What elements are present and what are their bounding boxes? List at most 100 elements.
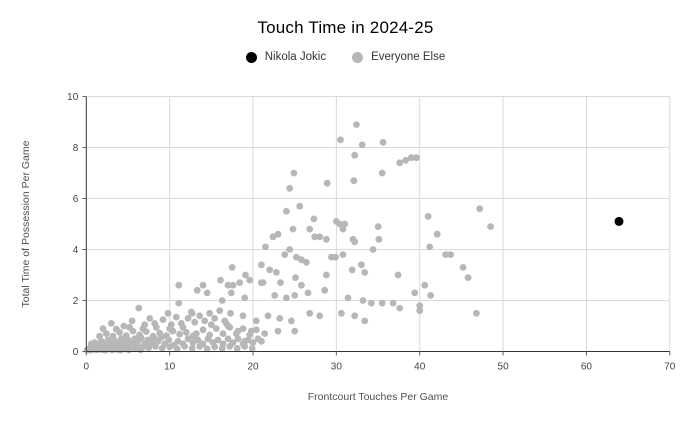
data-point — [120, 322, 128, 330]
data-point — [339, 251, 347, 258]
data-point — [402, 156, 409, 164]
data-point — [288, 317, 295, 325]
data-point — [368, 299, 375, 307]
data-point — [252, 317, 260, 325]
data-point — [316, 312, 324, 320]
data-point — [283, 207, 290, 215]
data-point — [396, 159, 404, 167]
x-tick-label: 40 — [414, 362, 426, 373]
data-point — [122, 332, 130, 340]
data-point — [426, 243, 434, 251]
data-point — [323, 235, 330, 243]
data-point — [427, 292, 434, 299]
data-point — [378, 169, 386, 177]
data-point — [211, 343, 219, 351]
data-point — [361, 317, 369, 325]
data-point — [102, 330, 110, 337]
data-point — [487, 223, 494, 231]
data-point — [166, 343, 174, 351]
data-point — [233, 345, 241, 352]
data-point — [232, 330, 240, 337]
data-point — [421, 281, 429, 289]
data-point — [224, 281, 232, 289]
data-point — [244, 336, 252, 344]
data-point — [189, 339, 197, 346]
data-point — [286, 184, 294, 192]
data-point — [416, 302, 424, 309]
data-point — [291, 292, 299, 299]
legend-label: Everyone Else — [371, 51, 446, 63]
data-point — [296, 202, 304, 210]
data-point — [199, 326, 207, 334]
data-point — [199, 281, 207, 289]
data-point — [361, 269, 369, 276]
data-point — [303, 258, 310, 266]
data-point — [226, 343, 234, 350]
data-point — [281, 251, 289, 258]
data-point — [227, 289, 235, 297]
data-point — [293, 253, 300, 261]
data-point — [229, 281, 237, 289]
x-tick-label: 60 — [581, 362, 593, 373]
data-point — [274, 327, 282, 335]
y-axis-title: Total Time of Possession Per Game — [20, 140, 32, 308]
data-point — [172, 313, 180, 321]
data-point — [262, 243, 269, 251]
data-point — [351, 151, 359, 159]
data-point — [175, 299, 183, 307]
data-point — [164, 309, 172, 317]
x-tick-label: 10 — [164, 362, 176, 373]
data-point — [269, 233, 277, 241]
data-point — [174, 337, 182, 345]
x-tick-label: 20 — [247, 362, 259, 373]
data-point — [348, 266, 356, 274]
data-point — [248, 345, 256, 352]
data-point — [416, 307, 424, 315]
data-point — [286, 246, 294, 253]
data-point — [358, 261, 365, 269]
data-point — [350, 177, 358, 185]
data-point — [316, 233, 324, 241]
data-point — [206, 309, 214, 317]
legend-label: Nikola Jokic — [264, 51, 327, 63]
data-point — [218, 297, 226, 304]
y-tick-label: 0 — [73, 347, 79, 358]
data-point — [112, 325, 120, 333]
data-point — [249, 339, 257, 346]
data-point — [290, 169, 298, 177]
data-point — [212, 325, 220, 332]
data-point — [433, 230, 441, 238]
data-point — [271, 292, 279, 299]
data-point — [216, 307, 224, 315]
legend-item-everyone-else: Everyone Else — [352, 51, 445, 63]
data-point — [184, 315, 192, 322]
data-point — [339, 225, 347, 233]
data-point — [167, 321, 175, 329]
y-tick-label: 8 — [73, 143, 79, 154]
data-point — [242, 271, 249, 279]
data-point — [258, 261, 265, 269]
data-point — [158, 345, 166, 352]
data-point — [227, 309, 234, 317]
data-point — [241, 343, 249, 350]
data-point — [135, 304, 143, 312]
data-point — [193, 286, 201, 294]
data-point — [374, 223, 382, 231]
data-point — [298, 281, 305, 289]
data-point — [218, 345, 226, 352]
x-tick-label: 70 — [664, 362, 676, 373]
data-point — [283, 294, 290, 302]
data-point — [109, 332, 117, 340]
data-point — [359, 297, 367, 304]
data-point — [353, 121, 360, 128]
data-point — [239, 312, 247, 320]
data-point — [274, 230, 282, 238]
data-point — [375, 235, 383, 243]
chart-title: Touch Time in 2024-25 — [257, 18, 434, 37]
data-point — [261, 330, 269, 337]
data-point — [96, 332, 103, 340]
y-tick-label: 4 — [73, 245, 79, 256]
data-point — [207, 321, 215, 329]
data-point — [277, 279, 284, 286]
